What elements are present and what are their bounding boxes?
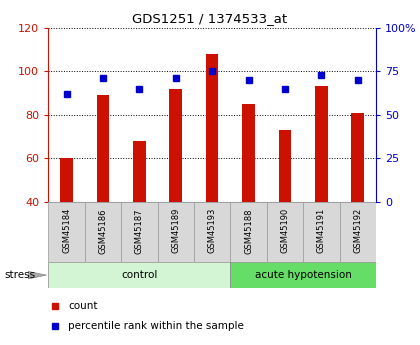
Bar (230, 262, 376, 288)
Text: GSM45184: GSM45184 (62, 208, 71, 254)
Text: GSM45188: GSM45188 (244, 208, 253, 254)
Bar (242, 104, 255, 202)
Text: count: count (68, 301, 97, 311)
Text: GSM45191: GSM45191 (317, 208, 326, 254)
Text: control: control (121, 270, 158, 280)
Bar (48, 202, 85, 262)
Text: GSM45187: GSM45187 (135, 208, 144, 254)
Text: stress: stress (4, 270, 35, 280)
Text: GSM45193: GSM45193 (207, 208, 217, 254)
Text: GSM45186: GSM45186 (98, 208, 108, 254)
Bar (133, 141, 146, 202)
Text: acute hypotension: acute hypotension (255, 270, 352, 280)
Bar (48, 262, 230, 288)
Bar (158, 202, 194, 262)
Bar (230, 202, 267, 262)
Bar (351, 112, 364, 202)
Bar (121, 202, 158, 262)
Bar (339, 202, 376, 262)
Bar (267, 202, 303, 262)
Bar (278, 130, 291, 202)
Text: GSM45190: GSM45190 (281, 208, 289, 254)
Text: GSM45189: GSM45189 (171, 208, 180, 254)
Polygon shape (28, 272, 47, 279)
Text: GDS1251 / 1374533_at: GDS1251 / 1374533_at (132, 12, 288, 25)
Bar (97, 95, 109, 202)
Bar (206, 54, 218, 202)
Bar (85, 202, 121, 262)
Bar (303, 202, 339, 262)
Bar (60, 158, 73, 202)
Bar (194, 202, 230, 262)
Bar (315, 86, 328, 202)
Text: percentile rank within the sample: percentile rank within the sample (68, 321, 244, 331)
Text: GSM45192: GSM45192 (353, 208, 362, 254)
Bar (169, 89, 182, 202)
